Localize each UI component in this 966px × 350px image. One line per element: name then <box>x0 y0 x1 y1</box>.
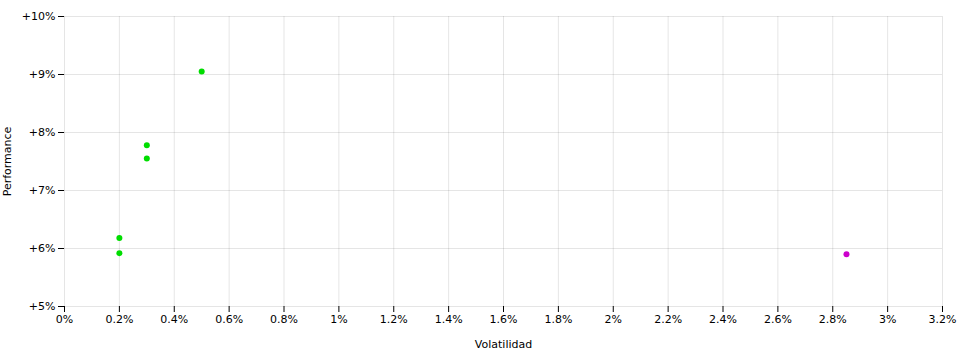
svg-text:1%: 1% <box>330 313 347 326</box>
svg-text:0.8%: 0.8% <box>270 313 298 326</box>
svg-text:2.8%: 2.8% <box>819 313 847 326</box>
svg-text:3%: 3% <box>879 313 896 326</box>
svg-text:Performance: Performance <box>1 126 14 196</box>
svg-text:+5%: +5% <box>29 300 56 313</box>
svg-text:Volatilidad: Volatilidad <box>475 338 532 350</box>
svg-text:+7%: +7% <box>29 184 56 197</box>
svg-text:+8%: +8% <box>29 126 56 139</box>
svg-text:0.4%: 0.4% <box>160 313 188 326</box>
svg-text:0.6%: 0.6% <box>215 313 243 326</box>
svg-text:1.6%: 1.6% <box>490 313 518 326</box>
svg-text:2.2%: 2.2% <box>654 313 682 326</box>
svg-text:2.4%: 2.4% <box>709 313 737 326</box>
svg-text:2.6%: 2.6% <box>764 313 792 326</box>
svg-text:2%: 2% <box>605 313 622 326</box>
svg-text:3.2%: 3.2% <box>929 313 957 326</box>
svg-text:0.2%: 0.2% <box>105 313 133 326</box>
svg-text:+10%: +10% <box>22 10 56 23</box>
svg-text:1.8%: 1.8% <box>544 313 572 326</box>
svg-text:+6%: +6% <box>29 242 56 255</box>
svg-text:1.4%: 1.4% <box>435 313 463 326</box>
svg-text:1.2%: 1.2% <box>380 313 408 326</box>
svg-text:+9%: +9% <box>29 68 56 81</box>
svg-text:0%: 0% <box>56 313 73 326</box>
